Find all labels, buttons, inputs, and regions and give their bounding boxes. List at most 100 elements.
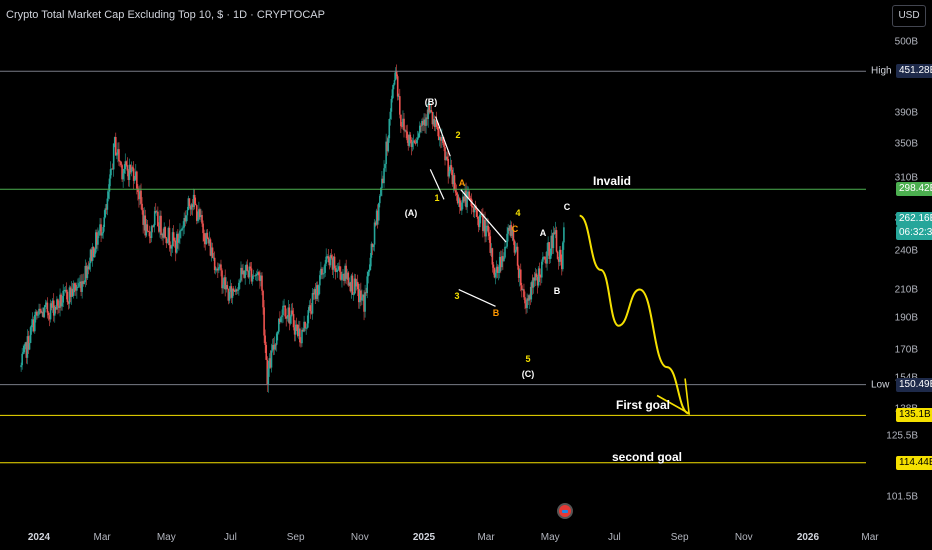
candle-body: [505, 246, 507, 248]
candle-body: [497, 271, 500, 273]
candle-body: [84, 265, 87, 283]
candle-body: [345, 265, 347, 279]
y-tick-label: 210B: [894, 284, 918, 296]
candle-body: [309, 305, 312, 312]
wave-label: (B): [424, 97, 438, 107]
candle-body: [335, 270, 338, 272]
candle-body: [223, 277, 225, 285]
candle-body: [174, 240, 177, 253]
candle-body: [521, 285, 523, 291]
candle-body: [438, 137, 441, 141]
candle-body: [46, 302, 49, 313]
candle-body: [217, 268, 219, 271]
x-tick-label: May: [540, 532, 560, 543]
candle-body: [524, 297, 526, 304]
candle-body: [100, 224, 102, 236]
candle-body: [460, 207, 462, 211]
candle-body: [311, 293, 314, 314]
candle-body: [184, 218, 187, 222]
candle-body: [324, 263, 326, 273]
candle-body: [447, 158, 449, 177]
candle-body: [393, 80, 396, 85]
candle-body: [143, 215, 145, 225]
candle-body: [226, 285, 229, 289]
candle-body: [511, 229, 514, 236]
candle-body: [144, 215, 147, 236]
wave-label: (A): [404, 208, 418, 218]
candle-body: [116, 154, 118, 156]
candle-body: [248, 266, 251, 278]
candle-body: [483, 219, 485, 231]
candle-body: [50, 303, 53, 308]
currency-button[interactable]: USD: [892, 5, 926, 27]
candle-body: [498, 256, 501, 272]
candle-body: [539, 275, 542, 278]
candle-body: [81, 281, 83, 292]
candle-body: [298, 328, 300, 336]
candle-body: [73, 283, 76, 285]
candle-body: [397, 96, 400, 97]
x-tick-label: Mar: [93, 532, 111, 543]
candle-body: [414, 143, 417, 144]
candle-body: [281, 315, 283, 318]
candle-body: [518, 269, 521, 278]
candle-body: [315, 285, 318, 299]
candle-body: [403, 118, 405, 131]
candle-body: [161, 233, 163, 236]
candle-body: [130, 167, 133, 173]
candle-body: [235, 289, 238, 291]
candle-body: [332, 256, 335, 270]
candle-body: [449, 165, 452, 172]
wave-label: C: [511, 224, 519, 234]
candle-body: [477, 218, 480, 228]
candle-body: [264, 335, 266, 346]
candle-body: [87, 266, 90, 270]
candle-body: [388, 118, 391, 139]
wave-label: C: [563, 202, 571, 212]
y-tick-label: 125.5B: [886, 430, 918, 442]
candle-body: [111, 168, 114, 170]
candle-body: [211, 247, 214, 258]
tradingview-logo-icon[interactable]: [557, 503, 573, 519]
candle-body: [82, 281, 84, 284]
candle-body: [525, 303, 527, 309]
candle-body: [326, 256, 329, 258]
candle-body: [546, 251, 548, 264]
x-tick-label: 2024: [27, 532, 51, 543]
candle-body: [186, 210, 189, 216]
candle-body: [98, 231, 100, 236]
candle-body: [340, 271, 342, 280]
candle-body: [452, 175, 455, 185]
candle-body: [71, 288, 74, 296]
candle-body: [195, 205, 198, 221]
candle-body: [108, 178, 111, 192]
candle-body: [327, 256, 330, 259]
candle-body: [304, 321, 306, 329]
candle-body: [60, 294, 62, 307]
candle-body: [77, 286, 79, 288]
candle-body: [72, 283, 75, 296]
candle-body: [29, 327, 32, 343]
candle-body: [456, 195, 459, 204]
candle-body: [247, 270, 250, 278]
candle-body: [413, 140, 416, 144]
candle-body: [170, 246, 173, 249]
candle-body: [350, 275, 353, 292]
candle-body: [563, 227, 565, 243]
candle-body: [410, 139, 413, 147]
candle-body: [339, 266, 341, 272]
candle-body: [254, 275, 257, 276]
candle-body: [310, 311, 313, 314]
candle-body: [244, 270, 246, 278]
candle-body: [24, 342, 27, 347]
candle-body: [427, 104, 430, 120]
candle-body: [362, 294, 364, 298]
candle-body: [242, 270, 244, 275]
candle-body: [198, 209, 200, 220]
candle-body: [183, 218, 185, 228]
candle-body: [370, 243, 373, 258]
candle-body: [554, 230, 557, 234]
candle-body: [68, 287, 71, 304]
candle-body: [58, 305, 60, 308]
